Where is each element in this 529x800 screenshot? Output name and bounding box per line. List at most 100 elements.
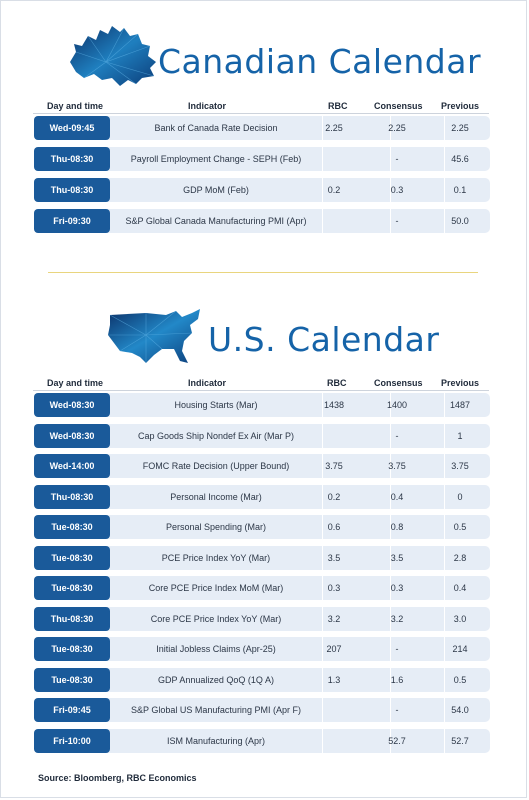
row-separator bbox=[444, 423, 445, 448]
row-separator bbox=[390, 209, 391, 233]
us-header-day-time: Day and time bbox=[47, 378, 104, 388]
previous-cell: 0.5 bbox=[453, 522, 467, 532]
row-background bbox=[42, 454, 490, 478]
consensus-cell: 1.6 bbox=[390, 674, 404, 685]
indicator-cell: Personal Spending (Mar) bbox=[165, 522, 267, 532]
row-background bbox=[42, 209, 490, 233]
day-time-cell: Thu-08:30 bbox=[34, 147, 110, 171]
table-row: Fri-09:30 S&P Global Canada Manufacturing… bbox=[34, 209, 490, 233]
row-separator bbox=[322, 698, 323, 722]
day-time-cell: Fri-09:30 bbox=[34, 209, 110, 233]
row-separator bbox=[390, 545, 391, 570]
consensus-cell: 0.3 bbox=[390, 583, 404, 593]
row-separator bbox=[390, 393, 391, 417]
table-row: Tue-08:30 Core PCE Price Index MoM (Mar) 0… bbox=[34, 576, 490, 600]
row-background bbox=[42, 116, 490, 140]
row-background bbox=[42, 606, 490, 631]
indicator-cell: Core PCE Price Index YoY (Mar) bbox=[150, 613, 282, 624]
section-divider bbox=[48, 272, 478, 273]
row-separator bbox=[322, 147, 323, 171]
us-header-consensus: Consensus bbox=[374, 378, 423, 388]
previous-cell: 0.4 bbox=[453, 583, 467, 593]
rbc-cell: 3.2 bbox=[327, 613, 341, 624]
indicator-cell: S&P Global US Manufacturing PMI (Apr F) bbox=[131, 705, 301, 715]
previous-cell: 52.7 bbox=[451, 735, 469, 746]
consensus-cell: - bbox=[395, 154, 399, 164]
indicator-cell: FOMC Rate Decision (Upper Bound) bbox=[142, 461, 290, 471]
us-calendar-title: U.S. Calendar bbox=[208, 320, 440, 359]
previous-cell: 2.8 bbox=[453, 552, 467, 563]
row-separator bbox=[444, 147, 445, 171]
indicator-cell: GDP Annualized QoQ (1Q A) bbox=[158, 674, 274, 685]
row-separator bbox=[390, 576, 391, 600]
consensus-cell: 0.8 bbox=[390, 522, 404, 532]
row-background bbox=[42, 393, 490, 417]
rbc-cell: 0.2 bbox=[327, 491, 341, 502]
row-separator bbox=[444, 576, 445, 600]
previous-cell: 2.25 bbox=[451, 123, 469, 133]
us-header-previous: Previous bbox=[441, 378, 480, 388]
row-separator bbox=[444, 484, 445, 509]
row-separator bbox=[322, 515, 323, 539]
row-background bbox=[42, 545, 490, 570]
row-separator bbox=[390, 423, 391, 448]
previous-cell: 0 bbox=[457, 491, 463, 502]
row-separator bbox=[390, 178, 391, 202]
row-separator bbox=[390, 637, 391, 661]
previous-cell: 3.75 bbox=[451, 461, 469, 471]
indicator-cell: Bank of Canada Rate Decision bbox=[154, 123, 278, 133]
row-separator bbox=[322, 423, 323, 448]
row-background bbox=[42, 728, 490, 753]
ca-header-consensus: Consensus bbox=[374, 101, 423, 111]
table-row: Tue-08:30 PCE Price Index YoY (Mar) 3.5 3.5… bbox=[34, 545, 490, 570]
row-background bbox=[42, 576, 490, 600]
ca-header-rbc: RBC bbox=[328, 101, 348, 111]
row-separator bbox=[390, 515, 391, 539]
rbc-cell: 3.5 bbox=[327, 552, 341, 563]
day-time-cell: Thu-08:30 bbox=[34, 484, 110, 509]
row-separator bbox=[444, 606, 445, 631]
row-separator bbox=[444, 515, 445, 539]
day-time-cell: Tue-08:30 bbox=[34, 667, 110, 692]
row-separator bbox=[444, 545, 445, 570]
consensus-cell: 0.3 bbox=[390, 185, 404, 195]
consensus-cell: 3.2 bbox=[390, 613, 404, 624]
us-map-icon bbox=[108, 309, 200, 363]
consensus-cell: 3.75 bbox=[388, 461, 406, 471]
previous-cell: 3.0 bbox=[453, 613, 467, 624]
rbc-cell: 3.75 bbox=[325, 461, 343, 471]
rbc-cell: 0.3 bbox=[327, 583, 341, 593]
day-time-cell: Tue-08:30 bbox=[34, 515, 110, 539]
consensus-cell: 52.7 bbox=[388, 735, 406, 746]
row-background bbox=[42, 147, 490, 171]
row-separator bbox=[322, 667, 323, 692]
row-separator bbox=[322, 393, 323, 417]
indicator-cell: Cap Goods Ship Nondef Ex Air (Mar P) bbox=[137, 430, 295, 441]
previous-cell: 1487 bbox=[449, 400, 471, 410]
indicator-cell: Core PCE Price Index MoM (Mar) bbox=[148, 583, 284, 593]
row-separator bbox=[390, 698, 391, 722]
rbc-cell: 0.6 bbox=[327, 522, 341, 532]
rbc-cell: 207 bbox=[326, 644, 342, 654]
row-separator bbox=[444, 454, 445, 478]
consensus-cell: - bbox=[395, 216, 399, 226]
ca-header-previous: Previous bbox=[441, 101, 480, 111]
row-separator bbox=[444, 116, 445, 140]
consensus-cell: 0.4 bbox=[390, 491, 404, 502]
indicator-cell: Personal Income (Mar) bbox=[170, 491, 262, 502]
previous-cell: 214 bbox=[452, 644, 468, 654]
row-separator bbox=[322, 209, 323, 233]
table-row: Thu-08:30 Payroll Employment Change - SEP… bbox=[34, 147, 490, 171]
row-separator bbox=[322, 484, 323, 509]
row-separator bbox=[390, 454, 391, 478]
day-time-cell: Tue-08:30 bbox=[34, 545, 110, 570]
rbc-cell: 2.25 bbox=[325, 123, 343, 133]
table-row: Tue-08:30 GDP Annualized QoQ (1Q A) 1.3 1.6… bbox=[34, 667, 490, 692]
row-background bbox=[42, 515, 490, 539]
consensus-cell: - bbox=[395, 430, 399, 441]
us-header-indicator: Indicator bbox=[188, 378, 227, 388]
rbc-cell bbox=[324, 698, 344, 722]
us-header-rule bbox=[33, 390, 489, 391]
indicator-cell: Housing Starts (Mar) bbox=[174, 400, 258, 410]
table-row: Thu-08:30 Personal Income (Mar) 0.2 0.4 0 bbox=[34, 484, 490, 509]
